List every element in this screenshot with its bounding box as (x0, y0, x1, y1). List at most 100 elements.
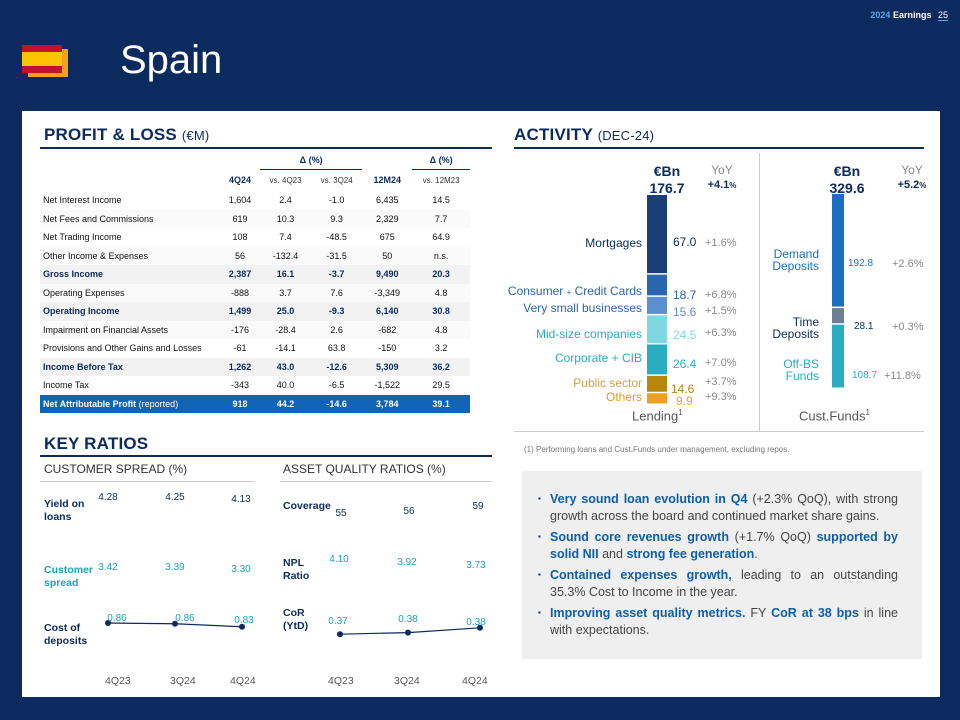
lending-bar-segment-6 (647, 393, 667, 404)
pl-row-label: Provisions and Other Gains and Losses (40, 339, 220, 358)
funds-bar-segment-0 (832, 194, 844, 307)
bullet-expenses: Contained expenses growth, leading to an… (538, 567, 898, 600)
pl-row-label: Net Trading Income (40, 228, 220, 247)
b4-bold1: Improving asset quality metrics. (550, 606, 746, 620)
npl-label: NPL Ratio (283, 557, 309, 583)
ratios-rule (40, 455, 492, 457)
lending-bar-segment-2 (647, 296, 667, 314)
bullet-loans: Very sound loan evolution in Q4 (+2.3% Q… (538, 491, 898, 524)
funds-unit: €Bn (833, 163, 861, 179)
b2-bold3: strong fee generation (626, 546, 755, 561)
pl-heading-text: PROFIT & LOSS (44, 125, 177, 144)
pl-cell: 2.4 (279, 195, 292, 206)
pl-row-label: Operating Expenses (40, 284, 220, 303)
pl-cell: 7.7 (434, 213, 448, 224)
page-title: Spain (120, 38, 223, 82)
cod-val-4q24: 0.83 (234, 615, 254, 626)
pl-delta-label-q: Δ (%) (299, 154, 323, 165)
activity-heading-text: ACTIVITY (514, 125, 593, 144)
pl-row-label-text: Operating Expenses (43, 287, 125, 298)
lend-label-mortgages: Mortgages (585, 236, 642, 250)
pl-cell: 2.6 (330, 324, 343, 335)
lend-yoy-vsb: +1.5% (705, 305, 737, 317)
pl-row-label: Income Tax (40, 376, 220, 395)
lend-label-consumer-plus: + (566, 288, 572, 297)
ratios-lines (105, 620, 483, 638)
funds-label-demand: Demand Deposits (772, 247, 819, 273)
lend-label-consumer-b: Credit Cards (574, 284, 642, 298)
pl-cell: 44.2 (260, 394, 312, 413)
b4-rest: in line with expectations. (550, 606, 898, 637)
cod-label-1: Cost of (44, 622, 81, 634)
pl-cell: 25.0 (260, 302, 312, 321)
cor-val-4q23: 0.37 (328, 616, 348, 627)
b4-mid: FY (745, 606, 772, 620)
pl-cell: 2,329 (375, 213, 399, 224)
pl-cell: 56 (234, 250, 245, 261)
pl-row: Operating Expenses -888 3.7 7.6 -3,349 4.8 (40, 283, 470, 303)
pl-row-label: Net Interest Income (40, 191, 220, 210)
funds-total-yoy-pct: % (919, 181, 927, 190)
b1-rest: (+2.3% QoQ), with strong growth across t… (550, 492, 898, 523)
lend-yoy-mortgages: +1.6% (705, 237, 737, 249)
content-panel: PROFIT & LOSS (€M) Δ (%) Δ (%) 4Q24 vs. … (22, 111, 940, 697)
cor-val-3q24: 0.38 (398, 614, 418, 625)
pl-cell: -48.5 (326, 232, 347, 243)
pl-cell: -682 (378, 324, 397, 335)
yield-point-2 (239, 623, 245, 630)
pl-cell: 108 (232, 232, 248, 243)
pl-row: Income Before Tax 1,262 43.0 -12.6 5,309 36.2 (40, 357, 470, 376)
cor-label-2: (YtD) (283, 620, 309, 632)
spain-flag-icon (22, 45, 68, 77)
pl-rule (40, 147, 492, 149)
header-label: Earnings (892, 10, 932, 20)
pl-cell: 3.7 (279, 287, 292, 298)
pl-delta-row: Δ (%) Δ (%) (40, 151, 470, 170)
pl-cell: -9.3 (311, 302, 363, 321)
pl-row-label-text: Income Before Tax (43, 361, 123, 372)
pl-cell: 43.0 (260, 357, 312, 376)
col-4q24: 4Q24 (228, 175, 252, 185)
lending-footer: Lending1 (632, 408, 683, 423)
pl-cell: -6.5 (328, 380, 345, 391)
lend-yoy-midsize: +6.3% (705, 327, 737, 339)
yield-point-0 (105, 620, 111, 626)
lend-yoy-others: +9.3% (705, 391, 737, 403)
lending-total-yoy-pct: % (729, 181, 737, 190)
funds-bar-segment-1 (832, 308, 844, 324)
lending-stacked-bar (647, 195, 667, 404)
pl-row-label-suffix: (reported) (136, 398, 179, 409)
funds-label-offbs: Off-BS Funds (783, 357, 819, 383)
lend-label-corporate: Corporate + CIB (554, 351, 642, 365)
coverage-label: Coverage (283, 500, 331, 512)
pl-row-label-text: Gross Income (43, 269, 104, 280)
pl-cell: 3.2 (434, 343, 448, 354)
yield-val-3q24: 4.25 (165, 492, 185, 503)
bullet-asset-quality: Improving asset quality metrics. FY CoR … (538, 605, 898, 638)
activity-period: (DEC-24) (597, 128, 655, 143)
pl-cell: 1,499 (220, 302, 260, 321)
col-vs-4q23: vs. 4Q23 (269, 175, 302, 185)
header-year: 2024 (870, 10, 891, 20)
cs-quarter-3: 4Q24 (230, 675, 256, 687)
funds-total: 329.6 (829, 180, 865, 196)
b2-bold1: Sound core revenues growth (550, 530, 729, 544)
funds-stacked-bar (832, 194, 844, 388)
pl-cell: -14.6 (311, 394, 363, 413)
coverage-point-0 (337, 631, 343, 638)
funds-yoy-label: YoY (901, 163, 923, 177)
pl-row: Net Fees and Commissions 619 10.3 9.3 2,329 7… (40, 209, 470, 229)
pl-row-label: Net Fees and Commissions (40, 210, 220, 229)
page-number[interactable]: 25 (937, 10, 948, 21)
b4-bold2: CoR at 38 bps (771, 606, 859, 620)
spread-val-4q24: 3.30 (231, 564, 251, 575)
cod-val-4q23: 0.86 (107, 613, 127, 624)
pl-row-label-text: Other Income & Expenses (43, 250, 149, 261)
col-12m24: 12M24 (373, 175, 402, 185)
pl-cell: 4.8 (434, 287, 448, 298)
coverage-point-1 (405, 629, 411, 636)
lend-yoy-public: +3.7% (705, 376, 737, 388)
lending-header: €Bn 176.7 (642, 163, 692, 197)
lend-label-consumer-a: Consumer (507, 284, 564, 298)
lend-label-midsize: Mid-size companies (535, 327, 642, 341)
